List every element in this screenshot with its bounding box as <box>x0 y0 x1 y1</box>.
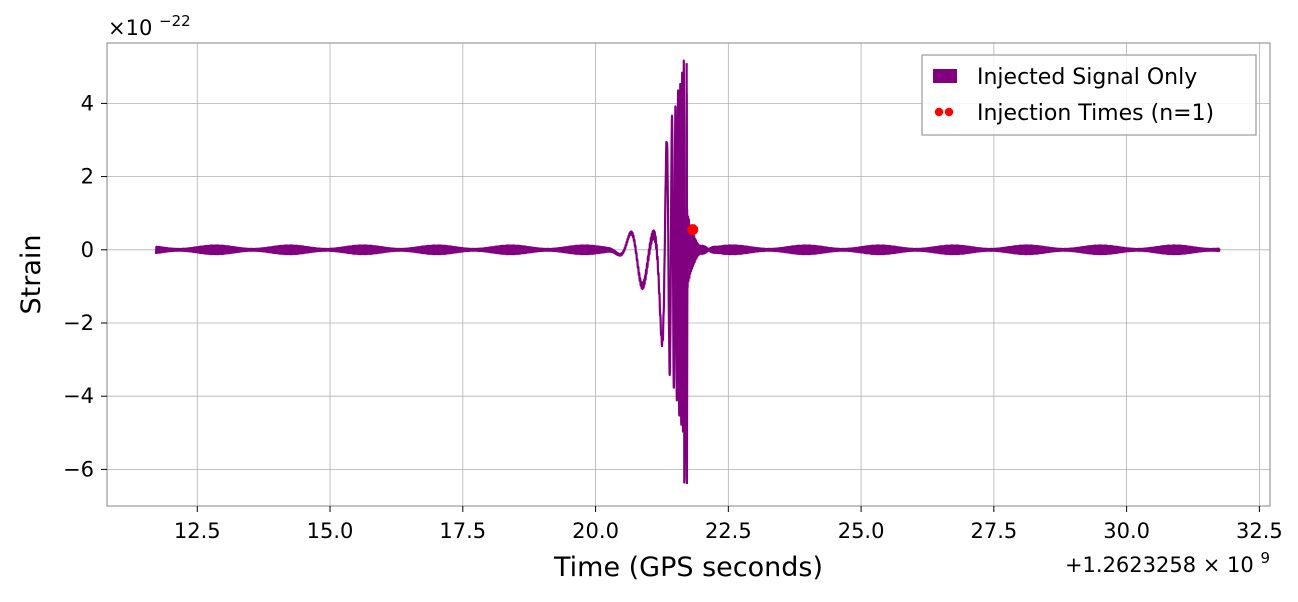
x-offset-exponent: 9 <box>1260 549 1270 567</box>
y-scale-factor: ×10 −22 <box>108 12 191 40</box>
legend: Injected Signal Only Injection Times (n=… <box>921 54 1257 136</box>
legend-marker-injection-times-a <box>934 107 944 117</box>
y-tick-label: −2 <box>63 311 94 335</box>
y-axis-label: Strain <box>16 235 47 315</box>
x-tick-label: 22.5 <box>705 519 752 543</box>
x-axis-label: Time (GPS seconds) <box>553 552 823 583</box>
x-tick-label: 30.0 <box>1103 519 1150 543</box>
x-tick-label: 25.0 <box>838 519 885 543</box>
x-tick-label: 12.5 <box>174 519 221 543</box>
y-scale-base: ×10 <box>108 16 152 40</box>
x-tick-label: 27.5 <box>970 519 1017 543</box>
x-offset-base: +1.2623258 × 10 <box>1065 553 1254 577</box>
x-tick-label: 15.0 <box>307 519 354 543</box>
legend-marker-injection-times-b <box>944 107 954 117</box>
legend-box <box>921 54 1257 136</box>
y-tick-label: 2 <box>81 165 94 189</box>
x-offset-factor: +1.2623258 × 10 9 <box>1065 549 1270 577</box>
ticks: 12.5 15.0 17.5 20.0 22.5 25.0 27.5 30.0 32.5 −6 −4… <box>63 91 1283 543</box>
injected-signal-peak <box>685 63 689 485</box>
plot-area <box>154 59 1221 485</box>
injection-time-point <box>687 224 699 236</box>
y-tick-label: −6 <box>63 457 94 481</box>
legend-swatch-injected-signal <box>933 69 957 83</box>
y-scale-exponent: −22 <box>159 12 191 30</box>
legend-label-injected-signal: Injected Signal Only <box>977 65 1197 90</box>
y-tick-label: 0 <box>81 238 94 262</box>
y-tick-label: −4 <box>63 384 94 408</box>
legend-label-injection-times: Injection Times (n=1) <box>977 101 1214 126</box>
y-tick-label: 4 <box>81 91 94 115</box>
axes-frame <box>106 42 1271 507</box>
x-tick-label: 20.0 <box>572 519 619 543</box>
x-tick-label: 17.5 <box>439 519 486 543</box>
x-tick-label: 32.5 <box>1236 519 1283 543</box>
